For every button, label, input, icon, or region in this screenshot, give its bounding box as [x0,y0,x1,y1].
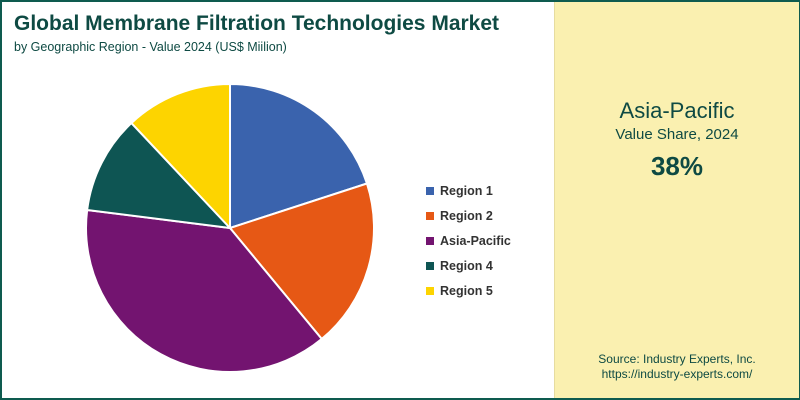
chart-legend: Region 1 Region 2 Asia-Pacific Region 4 Regi… [426,178,511,303]
chart-panel: Global Membrane Filtration Technologies … [2,2,554,398]
highlight-region: Asia-Pacific [619,98,735,123]
legend-label: Region 1 [440,183,493,198]
pie-slice-region-1 [229,82,369,230]
pie-slice-region-2 [228,182,375,341]
pie-slice-asia-pacific [85,208,324,373]
highlight-value: 38% [650,151,704,181]
source-credit: Source: Industry Experts, Inc. https://i… [555,352,799,382]
pie-slice-region-4 [86,121,233,230]
highlight-label: Value Share, 2024 [615,126,739,143]
legend-item: Region 5 [426,278,511,303]
legend-label: Region 5 [440,283,493,298]
legend-item: Region 4 [426,253,511,278]
legend-label: Region 4 [440,258,493,273]
chart-title: Global Membrane Filtration Technologies … [14,12,500,35]
source-line: Source: Industry Experts, Inc. [598,352,756,366]
pie-slice-region-5 [130,82,231,231]
legend-item: Region 2 [426,203,511,228]
highlight-box: Asia-Pacific Value Share, 2024 38% [555,98,799,182]
legend-swatch [426,186,434,195]
legend-label: Asia-Pacific [440,233,511,248]
legend-swatch [426,261,434,270]
legend-item: Region 1 [426,178,511,203]
highlight-panel: Asia-Pacific Value Share, 2024 38% Sourc… [554,2,799,398]
legend-item: Asia-Pacific [426,228,511,253]
chart-subtitle: by Geographic Region - Value 2024 (US$ M… [14,40,287,54]
legend-swatch [426,211,434,220]
pie-chart [85,82,375,373]
legend-swatch [426,236,434,245]
legend-swatch [426,286,434,295]
source-url: https://industry-experts.com/ [601,367,753,381]
legend-label: Region 2 [440,208,493,223]
